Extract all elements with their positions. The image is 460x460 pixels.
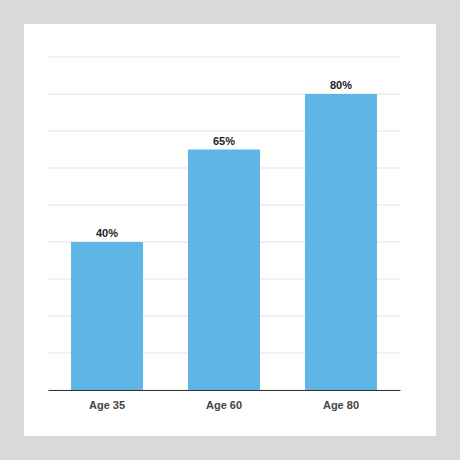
x-tick: Age 80 [323,399,359,411]
grid-line [48,57,400,58]
data-label: 80% [330,79,352,91]
page-background [0,0,460,460]
bar [305,94,377,390]
grid [48,57,400,390]
data-label: 40% [96,227,118,239]
data-label: 65% [213,135,235,147]
x-tick-label: Age 80 [323,399,359,411]
card-background [24,24,436,436]
x-tick-label: Age 35 [89,399,125,411]
bars [71,94,377,390]
x-tick: Age 60 [206,399,242,411]
bar [71,242,143,390]
bar [188,150,260,391]
x-axis-line [49,390,401,391]
x-tick-label: Age 60 [206,399,242,411]
data-labels: 40% 65% 80% [96,79,352,239]
chart: Age 35 Age 60 Age 80 40% 65% 80% [0,0,460,460]
x-axis: Age 35 Age 60 Age 80 [49,391,401,411]
x-tick: Age 35 [89,399,125,411]
